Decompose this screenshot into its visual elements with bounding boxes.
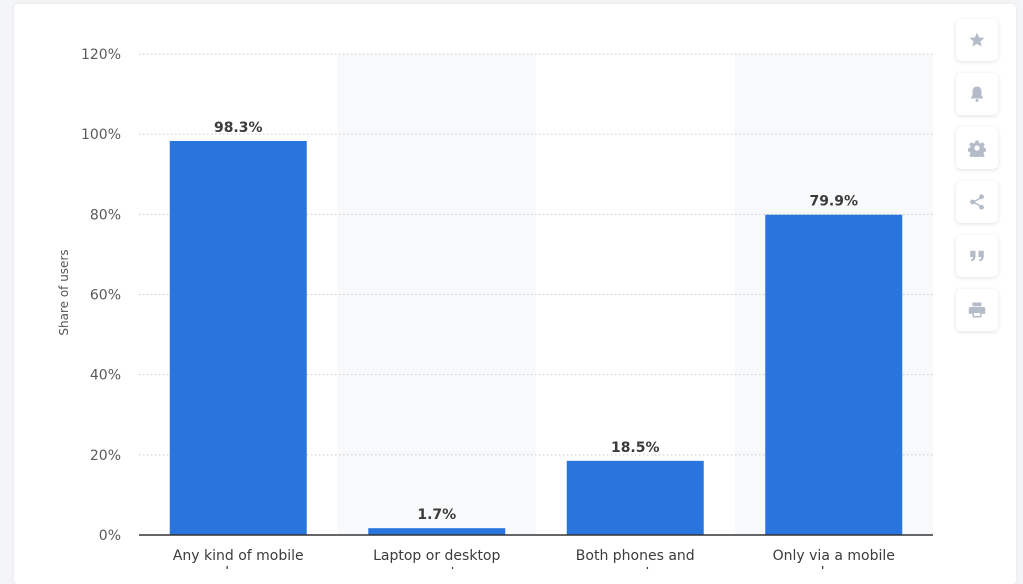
data-label: 79.9% bbox=[809, 194, 858, 210]
settings-button[interactable] bbox=[956, 127, 998, 169]
gear-icon bbox=[968, 140, 986, 157]
share-button[interactable] bbox=[956, 181, 998, 223]
y-axis-title: Share of users bbox=[57, 249, 71, 335]
category-label: Laptop or desktopcomputer bbox=[373, 548, 500, 569]
data-label: 1.7% bbox=[417, 507, 456, 523]
chart-toolbar bbox=[956, 19, 999, 343]
y-tick-label: 120% bbox=[81, 47, 121, 63]
y-tick-label: 40% bbox=[90, 368, 121, 384]
bar[interactable] bbox=[368, 528, 506, 535]
favorite-button[interactable] bbox=[956, 19, 998, 61]
category-label: Any kind of mobilephone bbox=[173, 548, 304, 569]
y-tick-label: 80% bbox=[90, 207, 121, 223]
bar-chart: 0% 20% 40% 60% 80% 100% 120% 98.3% 1.7% 18.5% 79.… bbox=[57, 47, 933, 569]
star-icon bbox=[969, 32, 985, 47]
category-label: Both phones andcomputers bbox=[576, 548, 695, 569]
category-band bbox=[337, 54, 536, 535]
print-button[interactable] bbox=[956, 289, 998, 331]
bar[interactable] bbox=[566, 460, 704, 535]
category-label: Only via a mobilephone bbox=[773, 548, 895, 569]
data-label: 98.3% bbox=[214, 120, 263, 136]
bar[interactable] bbox=[169, 140, 307, 535]
bell-icon bbox=[971, 86, 983, 102]
y-tick-label: 0% bbox=[99, 528, 121, 544]
y-tick-label: 100% bbox=[81, 127, 121, 143]
data-label: 18.5% bbox=[611, 440, 660, 456]
bars bbox=[169, 140, 903, 535]
share-icon bbox=[970, 194, 984, 210]
notification-button[interactable] bbox=[956, 73, 998, 115]
bar[interactable] bbox=[765, 214, 903, 535]
printer-icon bbox=[968, 302, 986, 318]
y-tick-label: 20% bbox=[90, 448, 121, 464]
data-labels: 98.3% 1.7% 18.5% 79.9% bbox=[214, 120, 858, 523]
quote-icon bbox=[970, 250, 984, 262]
y-tick-label: 60% bbox=[90, 288, 121, 304]
cite-button[interactable] bbox=[956, 235, 998, 277]
y-axis-ticks: 0% 20% 40% 60% 80% 100% 120% bbox=[81, 47, 121, 544]
x-axis-labels: Any kind of mobilephone Laptop or desktop… bbox=[173, 548, 895, 569]
